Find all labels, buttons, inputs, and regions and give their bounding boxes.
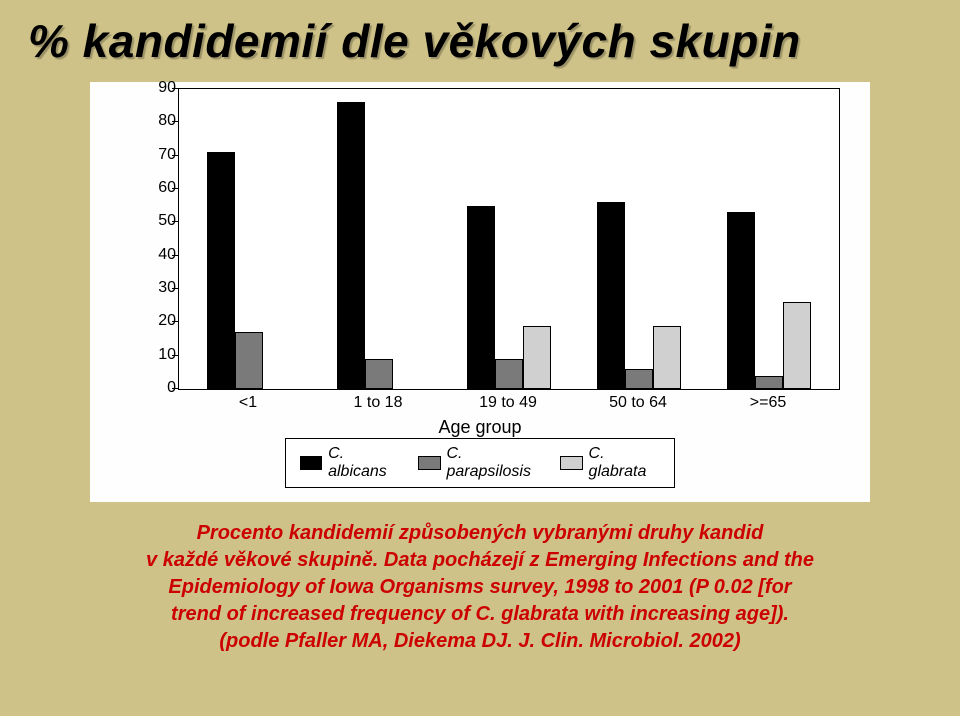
legend-label: C. glabrata — [589, 445, 660, 481]
bar — [523, 326, 551, 389]
plot-area — [178, 88, 840, 390]
bar — [207, 152, 235, 389]
x-tick-label: 1 to 18 — [354, 394, 403, 412]
bar — [495, 359, 523, 389]
legend: C. albicans C. parapsilosis C. glabrata — [285, 438, 675, 488]
legend-swatch — [560, 456, 582, 470]
legend-label: C. albicans — [328, 445, 400, 481]
legend-swatch — [300, 456, 322, 470]
caption-line-3: Epidemiology of Iowa Organisms survey, 1… — [50, 574, 910, 601]
legend-swatch — [418, 456, 440, 470]
legend-item: C. parapsilosis — [418, 445, 542, 481]
caption: Procento kandidemií způsobených vybraným… — [50, 520, 910, 655]
page-title: % kandidemií dle věkových skupin — [0, 0, 960, 76]
legend-item: C. albicans — [300, 445, 400, 481]
bar — [755, 376, 783, 389]
x-axis-label: Age group — [90, 417, 870, 438]
caption-line-5: (podle Pfaller MA, Diekema DJ. J. Clin. … — [50, 628, 910, 655]
x-tick-label: 19 to 49 — [479, 394, 537, 412]
bar — [727, 212, 755, 389]
bar — [365, 359, 393, 389]
legend-label: C. parapsilosis — [447, 445, 543, 481]
bar — [783, 302, 811, 389]
bar — [337, 102, 365, 389]
x-tick-label: >=65 — [750, 394, 786, 412]
bar — [235, 332, 263, 389]
caption-line-2: v každé věkové skupině. Data pocházejí z… — [50, 547, 910, 574]
bar — [467, 206, 495, 389]
bar — [653, 326, 681, 389]
bar — [625, 369, 653, 389]
caption-line-1: Procento kandidemií způsobených vybraným… — [50, 520, 910, 547]
caption-line-4: trend of increased frequency of C. glabr… — [50, 601, 910, 628]
x-tick-label: 50 to 64 — [609, 394, 667, 412]
legend-item: C. glabrata — [560, 445, 660, 481]
bar — [597, 202, 625, 389]
chart-container: Percent of candidemias 01020304050607080… — [90, 82, 870, 502]
x-tick-label: <1 — [239, 394, 257, 412]
